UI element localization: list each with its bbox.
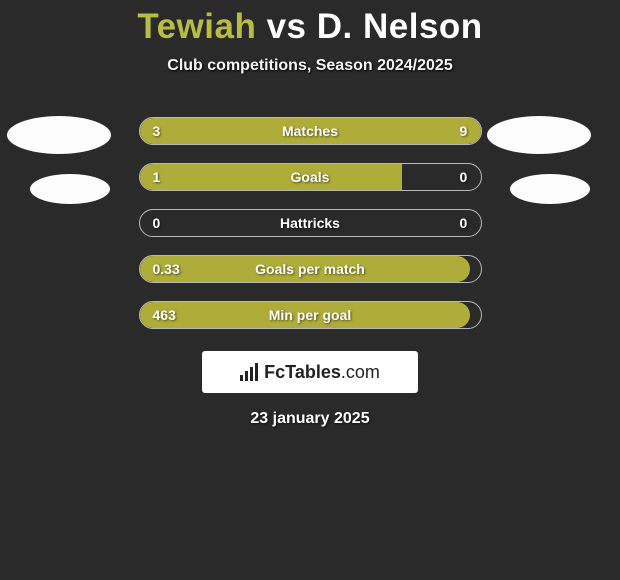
chart-icon <box>240 363 258 381</box>
stat-row: 463 Min per goal <box>139 301 482 329</box>
stat-right-value: 0 <box>460 169 468 185</box>
stat-right-value: 0 <box>460 215 468 231</box>
stat-left-value: 0 <box>153 215 161 231</box>
stats-container: 3 Matches 9 1 Goals 0 0 Hattricks 0 0.33 Goals per… <box>139 117 482 329</box>
stat-left-value: 463 <box>153 307 176 323</box>
stat-left-value: 3 <box>153 123 161 139</box>
stat-label: Hattricks <box>280 215 340 231</box>
stat-labels: 1 Goals 0 <box>139 163 482 191</box>
stat-row: 0.33 Goals per match <box>139 255 482 283</box>
stat-left-value: 0.33 <box>153 261 180 277</box>
logo-suffix: .com <box>341 362 380 382</box>
page-title: Tewiah vs D. Nelson <box>0 0 620 47</box>
stat-labels: 463 Min per goal <box>139 301 482 329</box>
stat-label: Matches <box>282 123 338 139</box>
stat-row: 1 Goals 0 <box>139 163 482 191</box>
stat-row: 3 Matches 9 <box>139 117 482 145</box>
stat-right-value: 9 <box>460 123 468 139</box>
logo-box: FcTables.com <box>202 351 418 393</box>
stat-labels: 3 Matches 9 <box>139 117 482 145</box>
avatar-placeholder <box>7 116 111 154</box>
vs-text: vs <box>267 7 307 46</box>
player2-name: D. Nelson <box>317 7 483 46</box>
stat-labels: 0.33 Goals per match <box>139 255 482 283</box>
avatar-placeholder <box>30 174 110 204</box>
logo-main: Tables <box>285 362 341 382</box>
player1-name: Tewiah <box>137 7 256 46</box>
stat-label: Min per goal <box>269 307 351 323</box>
logo-text: FcTables.com <box>264 362 380 383</box>
date-label: 23 january 2025 <box>0 410 620 428</box>
subtitle: Club competitions, Season 2024/2025 <box>0 57 620 75</box>
stat-left-value: 1 <box>153 169 161 185</box>
avatar-placeholder <box>510 174 590 204</box>
avatar-placeholder <box>487 116 591 154</box>
stat-labels: 0 Hattricks 0 <box>139 209 482 237</box>
logo-prefix: Fc <box>264 362 285 382</box>
stat-row: 0 Hattricks 0 <box>139 209 482 237</box>
stat-label: Goals <box>291 169 330 185</box>
stat-label: Goals per match <box>255 261 365 277</box>
